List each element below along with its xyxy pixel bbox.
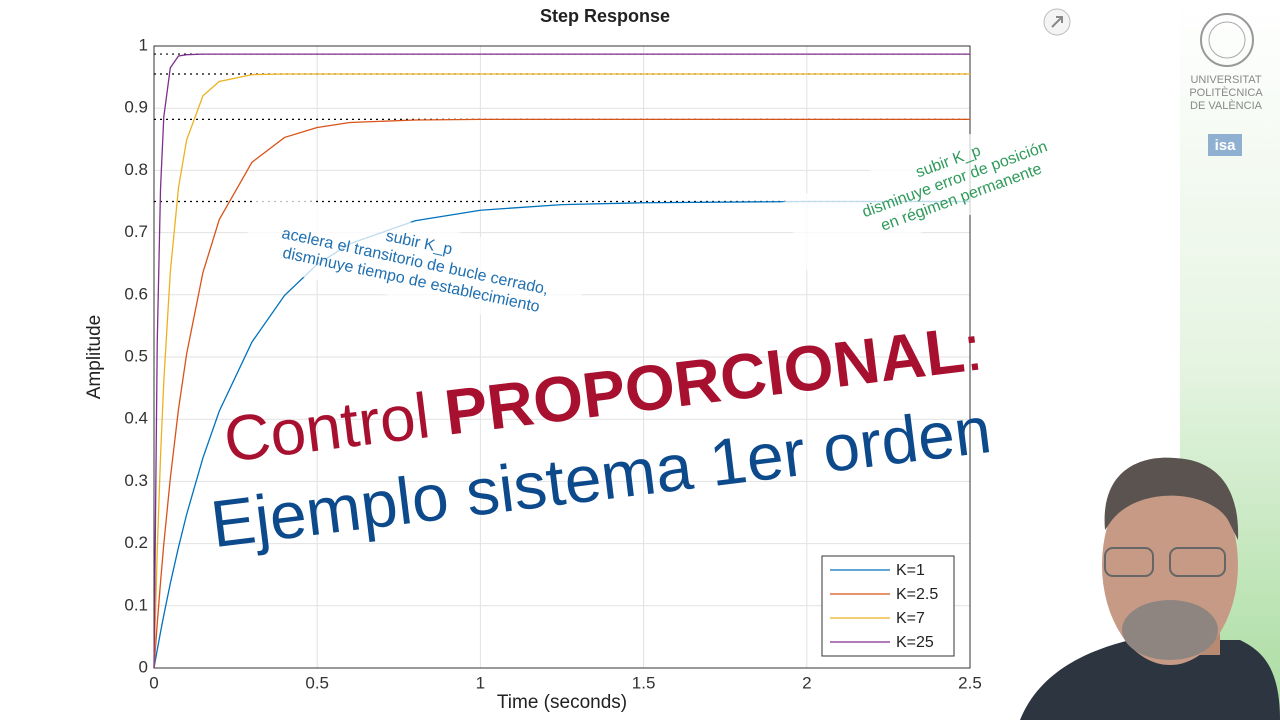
legend-label: K=1: [896, 562, 925, 579]
university-name: POLITÈCNICA: [1189, 86, 1263, 99]
presenter: [1020, 457, 1280, 720]
y-tick-label: 0.5: [124, 346, 148, 365]
presenter-glasses: [1169, 547, 1226, 577]
x-tick-label: 0.5: [305, 673, 329, 692]
y-tick-label: 0.4: [124, 409, 148, 428]
university-name: UNIVERSITAT: [1190, 74, 1261, 86]
legend-label: K=25: [896, 634, 934, 651]
dept-logo: [1208, 134, 1242, 156]
logo-seal-inner: [1208, 21, 1246, 59]
presenter-beard: [1122, 600, 1218, 660]
y-tick-label: 0.3: [124, 471, 148, 490]
logo-seal: [1200, 13, 1254, 67]
y-tick-label: 0.8: [124, 160, 148, 179]
x-tick-label: 2: [802, 673, 811, 692]
y-tick-label: 0.7: [124, 222, 148, 241]
axes-frame: [153, 45, 971, 669]
legend-label: K=7: [896, 610, 925, 627]
presenter-hair: [1104, 457, 1239, 540]
y-tick-label: 0.6: [124, 284, 148, 303]
series-line: [153, 73, 970, 669]
x-tick-label: 1: [476, 673, 485, 692]
y-tick-label: 0.1: [124, 595, 148, 614]
legend-box: [821, 555, 955, 657]
expand-icon: [1051, 16, 1063, 28]
dept-name: isa: [1215, 137, 1237, 154]
presenter-body: [1020, 640, 1280, 720]
series-line: [153, 118, 970, 669]
x-tick-label: 0: [149, 673, 158, 692]
chart-title: Step Response: [540, 6, 670, 26]
presenter-glasses: [1104, 547, 1154, 577]
annotation-backdrop: [240, 189, 590, 335]
y-axis-label: Amplitude: [84, 315, 105, 400]
x-axis-label: Time (seconds): [497, 692, 627, 713]
series-line: [153, 200, 970, 669]
plot-area: 0 0.5 1 1.5 2 2.5 0 0.1 0.2 0.3 0.4 0.5 0.6 0.7 0.8 0.9…: [124, 35, 981, 692]
y-tick-label: 0.9: [124, 98, 148, 117]
x-tick-label: 1.5: [632, 673, 656, 692]
y-tick-label: 1: [139, 35, 148, 54]
university-name: DE VALÈNCIA: [1190, 99, 1263, 112]
legend-label: K=2.5: [896, 586, 938, 603]
y-tick-label: 0: [139, 657, 148, 676]
annotation-backdrop: [782, 86, 1128, 274]
y-tick-label: 0.2: [124, 533, 148, 552]
x-tick-label: 2.5: [958, 673, 982, 692]
series-line: [153, 53, 970, 669]
